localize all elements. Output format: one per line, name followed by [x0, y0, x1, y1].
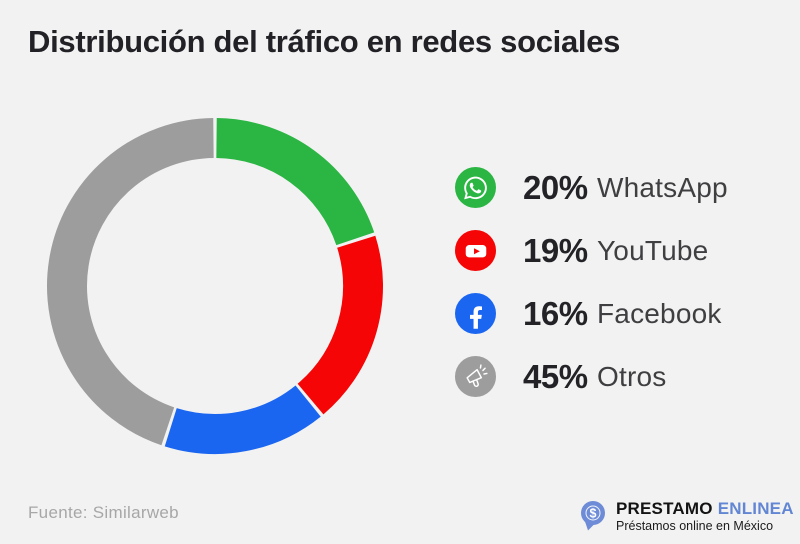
legend-label: WhatsApp	[597, 171, 728, 203]
brand-wordmark: PRESTAMO ENLINEA Préstamos online en Méxi…	[616, 500, 794, 533]
brand-name-primary: PRESTAMO	[616, 499, 713, 518]
brand-tagline: Préstamos online en México	[616, 519, 774, 533]
legend-item-facebook: 16% Facebook	[455, 293, 728, 334]
legend-percent: 16%	[523, 294, 588, 332]
facebook-icon	[455, 293, 496, 334]
brand-logo: $ PRESTAMO ENLINEA Préstamos online en Mé…	[579, 500, 794, 533]
legend-item-whatsapp: 20% WhatsApp	[455, 167, 728, 208]
legend-label: YouTube	[597, 234, 709, 266]
donut-segment-youtube	[297, 235, 383, 415]
source-caption: Fuente: Similarweb	[28, 503, 179, 522]
megaphone-icon	[455, 356, 496, 397]
legend-item-youtube: 19% YouTube	[455, 230, 728, 271]
legend-percent: 45%	[523, 357, 588, 395]
legend-label: Facebook	[597, 297, 722, 329]
donut-chart	[47, 118, 383, 454]
legend-percent: 20%	[523, 168, 588, 206]
brand-name-secondary: ENLINEA	[717, 499, 794, 518]
legend-label: Otros	[597, 360, 667, 392]
legend-percent: 19%	[523, 231, 588, 269]
whatsapp-icon	[455, 167, 496, 208]
chart-legend: 20% WhatsApp 19% YouTube 16% Facebook	[455, 167, 728, 419]
donut-segment-otros	[47, 118, 214, 446]
dollar-bubble-icon: $	[581, 501, 605, 531]
svg-text:$: $	[590, 507, 597, 521]
youtube-icon	[455, 230, 496, 271]
legend-item-otros: 45% Otros	[455, 356, 728, 397]
donut-segment-facebook	[164, 385, 321, 454]
page-title: Distribución del tráfico en redes social…	[28, 24, 621, 59]
donut-segment-whatsapp	[215, 118, 375, 246]
